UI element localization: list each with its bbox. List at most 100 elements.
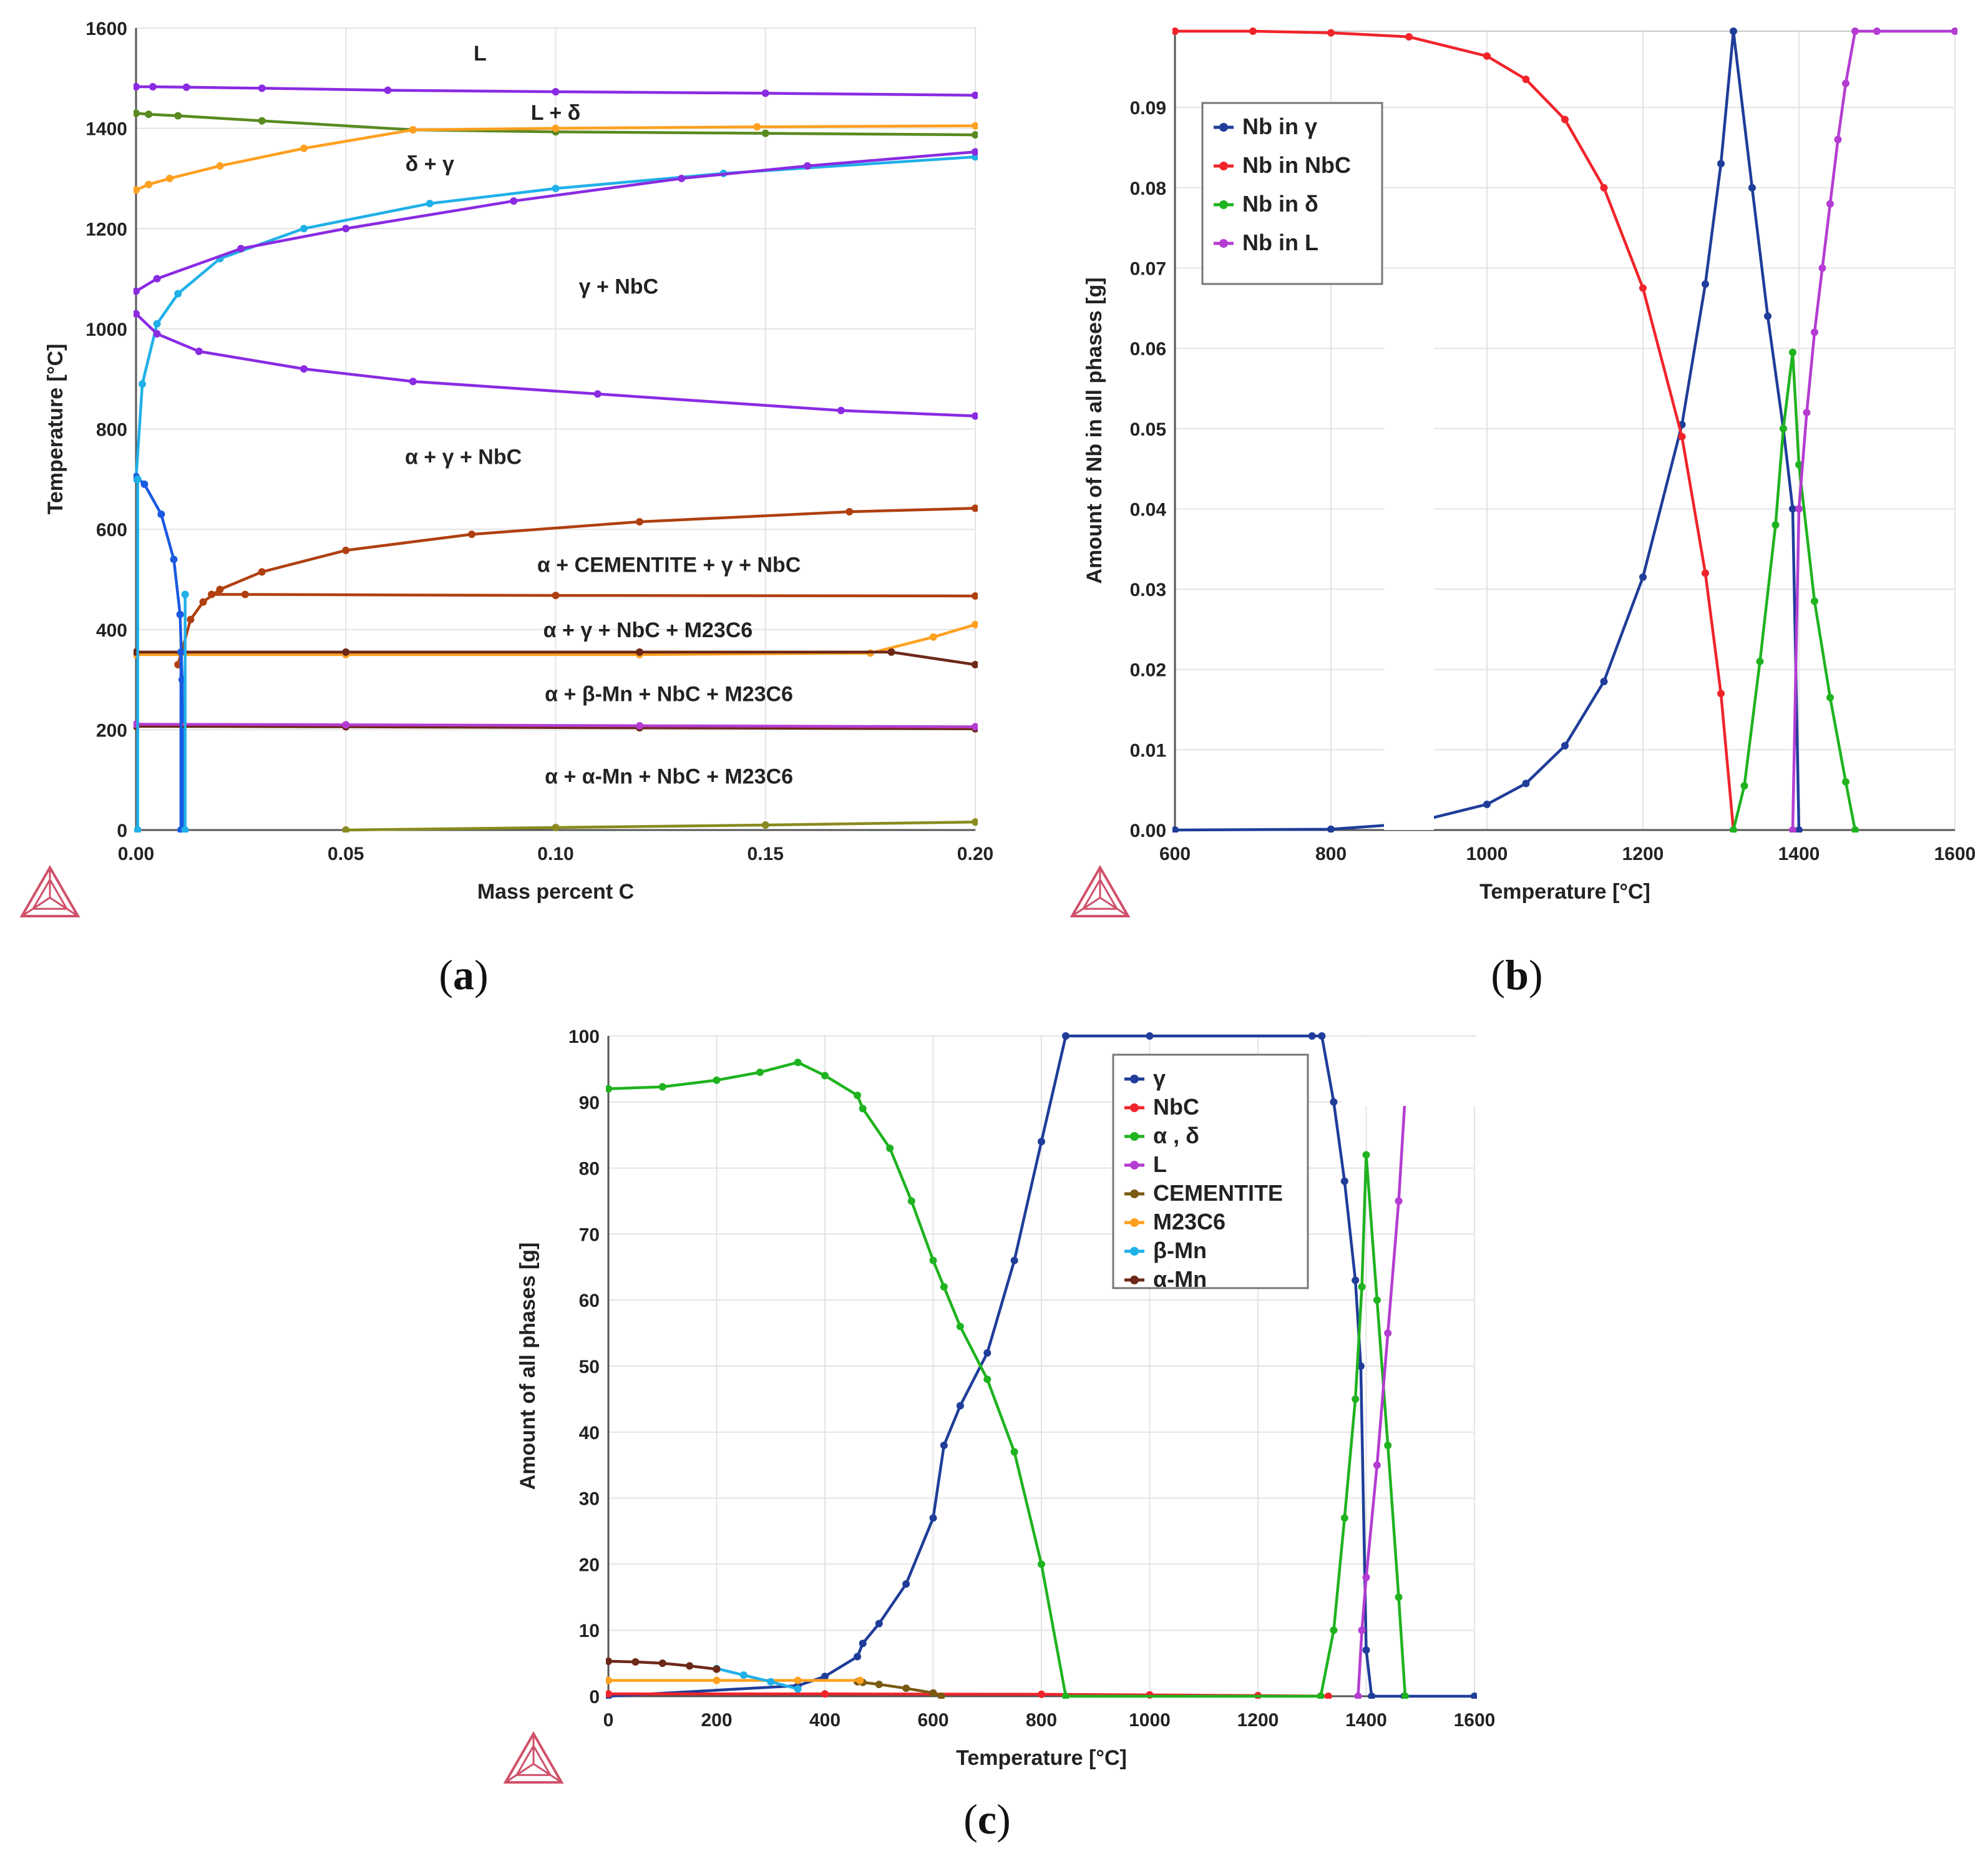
data-point-c-alpha-delta-11 [940,1283,948,1291]
data-point-a-cementite-horizontal-3 [972,592,978,600]
data-point-c-alpha-delta-3 [756,1068,764,1077]
y-axis-title-c: Amount of all phases [g] [516,1243,540,1490]
data-point-b-nb-in-delta-1 [1740,782,1748,790]
data-point-b-nb-in-nbc-0 [1172,27,1179,35]
data-point-b-nb-in-delta-10 [1851,826,1859,833]
data-point-a-gamma-nbc-solvus-light-blue-1 [139,380,147,388]
data-point-b-nb-in-nbc-5 [1522,76,1530,84]
data-point-a-alpha-solvus-blue-1 [140,480,149,488]
data-point-a-alpha-gamma-gamma-boundary-0 [134,310,140,318]
data-point-a-l-l-delta-boundary-7 [972,91,978,99]
x-tick-label-c-6: 1200 [1237,1710,1279,1731]
legend-marker-c-nbc [1130,1103,1139,1112]
mask-box-b [1384,306,1434,830]
series-line-a-alpha-gamma-gamma-boundary [134,312,977,418]
data-point-c-m23c6-0 [606,1676,612,1684]
y-tick-label-b-0: 0.00 [1130,821,1166,841]
legend-label-b-nb-in-gamma: Nb in γ [1242,114,1317,139]
data-point-c-gamma-21 [1362,1646,1370,1654]
y-tick-label-b-3: 0.03 [1130,580,1166,600]
data-point-c-alpha-delta-16 [1062,1692,1070,1699]
data-point-a-gamma-upper-violet-6 [804,162,811,170]
data-point-a-cementite-boundary-3 [216,585,224,593]
data-point-b-nb-in-delta-8 [1826,693,1834,701]
data-point-c-alpha-delta-7 [859,1105,867,1113]
legend-label-c-alpha-delta: α , δ [1153,1123,1199,1148]
data-point-b-nb-in-gamma-7 [1639,573,1647,581]
legend-label-c-m23c6: M23C6 [1153,1209,1225,1234]
data-point-a-delta-gamma-gamma-lower-orange-7 [753,123,761,131]
data-point-c-gamma-8 [940,1441,948,1449]
legend-box-c [1112,1053,1309,1289]
y-tick-label-b-6: 0.06 [1130,339,1166,359]
data-point-c-m23c6-3 [856,1676,864,1684]
data-point-c-alpha-delta-23 [1373,1296,1381,1304]
x-tick-label-b-1: 800 [1315,844,1347,864]
data-point-c-l-0 [1354,1692,1362,1699]
data-point-b-nb-in-nbc-1 [1249,27,1257,35]
thermo-logo-b [1070,865,1131,917]
y-tick-label-a-8: 1600 [85,19,127,39]
data-point-a-m23c6-line-4 [929,633,937,641]
series-line-c-beta-mn [715,1667,799,1691]
data-point-c-alpha-delta-20 [1352,1395,1360,1403]
x-axis-title-b: Temperature [°C] [1479,880,1650,904]
data-point-c-gamma-14 [1146,1032,1154,1040]
data-point-a-gamma-upper-violet-1 [153,275,161,283]
y-tick-label-a-7: 1400 [85,119,127,140]
series-line-a-alpha-mn-line [134,725,977,731]
data-point-c-gamma-15 [1308,1032,1316,1040]
data-point-b-nb-in-gamma-3 [1483,800,1491,808]
data-point-a-alpha-solvus-blue-2 [157,510,165,519]
data-point-a-dark-355-line-2 [636,648,643,656]
data-point-b-nb-in-nbc-7 [1600,183,1608,192]
series-group-a [134,82,978,833]
y-tick-label-a-5: 1000 [85,320,127,340]
data-point-c-alpha-delta-4 [794,1058,802,1067]
y-tick-label-b-7: 0.07 [1130,258,1166,279]
data-point-c-l-3 [1373,1461,1381,1469]
data-point-b-nb-in-l-3 [1811,328,1818,336]
data-point-b-nb-in-delta-0 [1730,826,1737,833]
series-group-c [606,1032,1477,1699]
y-tick-label-b-2: 0.02 [1130,660,1166,681]
data-point-a-cementite-boundary-9 [972,504,978,512]
data-point-b-nb-in-delta-6 [1795,461,1803,469]
data-point-c-gamma-16 [1318,1032,1326,1040]
data-point-a-pink-210-line-3 [972,723,978,731]
x-tick-label-b-5: 1600 [1934,844,1976,864]
data-point-c-alpha-mn-4 [713,1665,721,1673]
data-point-b-nb-in-gamma-6 [1600,678,1608,686]
data-point-b-nb-in-l-6 [1834,135,1842,144]
legend-label-b-nb-in-delta: Nb in δ [1242,191,1318,217]
data-point-c-l-2 [1362,1573,1370,1581]
y-tick-label-c-0: 0 [589,1687,600,1707]
data-point-c-beta-mn-3 [794,1685,802,1693]
data-point-a-l-delta-delta-gamma-delta-side-1 [145,110,153,119]
data-point-a-l-l-delta-boundary-2 [182,83,190,91]
x-tick-label-c-5: 1000 [1129,1710,1171,1731]
legend-b: Nb in γ Nb in NbC Nb in δ Nb in L [1201,102,1383,285]
data-point-a-cementite-horizontal-2 [552,592,560,600]
data-point-a-cementite-boundary-2 [199,598,207,606]
data-point-a-dark-355-line-1 [342,648,350,656]
legend-marker-b-nb-in-nbc [1219,162,1228,170]
data-point-c-cementite-4 [929,1689,937,1697]
y-tick-label-c-8: 80 [579,1159,600,1180]
legend-label-b-nb-in-l: Nb in L [1242,230,1318,255]
data-point-b-nb-in-gamma-5 [1561,741,1569,750]
y-tick-label-a-4: 800 [96,420,127,441]
y-tick-label-a-3: 600 [96,520,127,540]
series-line-a-cementite-boundary [177,507,977,667]
data-point-c-gamma-5 [875,1619,883,1628]
caption-c: (c) [963,1795,1011,1843]
legend-marker-c-alpha-mn [1130,1276,1139,1284]
legend-label-c-l: L [1153,1151,1167,1177]
data-point-c-m23c6-1 [713,1676,721,1684]
panel-a: 0.00 0.05 0.10 0.15 0.20 0 200 400 600 800 1000 120… [19,19,993,917]
x-tick-label-b-0: 600 [1159,844,1191,864]
data-point-a-cementite-horizontal-0 [208,590,216,598]
data-point-a-l-l-delta-boundary-6 [761,89,769,97]
data-point-c-alpha-delta-15 [1038,1560,1045,1568]
data-point-c-gamma-3 [854,1653,862,1661]
